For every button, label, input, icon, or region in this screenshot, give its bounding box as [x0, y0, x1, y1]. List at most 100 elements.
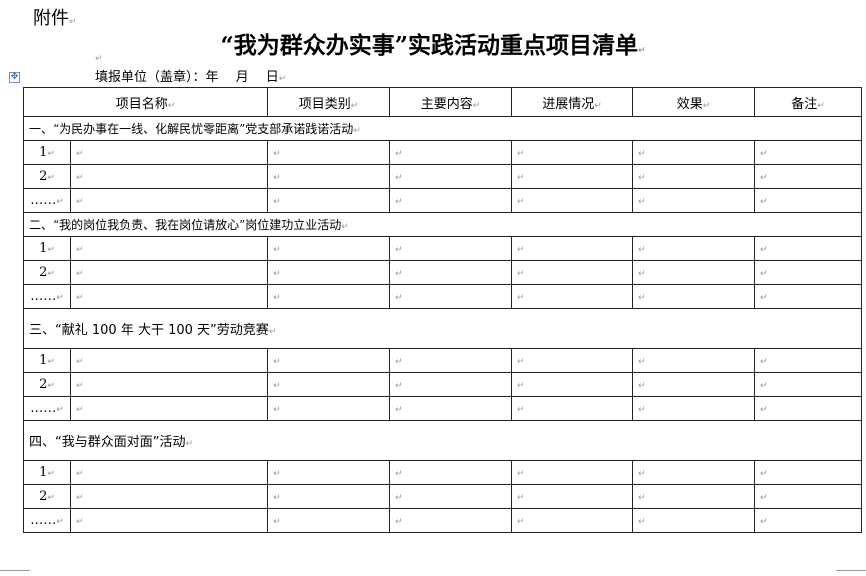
empty-cell[interactable]: ↵ — [389, 140, 512, 165]
column-header[interactable]: 备注↵ — [754, 87, 862, 117]
empty-cell[interactable]: ↵ — [511, 140, 633, 165]
empty-cell[interactable]: ↵ — [389, 396, 512, 421]
empty-cell[interactable]: ↵ — [754, 284, 862, 309]
empty-cell[interactable]: ↵ — [389, 236, 512, 261]
empty-cell[interactable]: ↵ — [632, 140, 755, 165]
empty-cell[interactable]: ↵ — [70, 164, 268, 189]
row-number-cell[interactable]: 1↵ — [23, 140, 71, 165]
empty-cell[interactable]: ↵ — [70, 236, 268, 261]
empty-cell[interactable]: ↵ — [70, 284, 268, 309]
empty-cell[interactable]: ↵ — [267, 372, 390, 397]
empty-cell[interactable]: ↵ — [632, 484, 755, 509]
empty-cell[interactable]: ↵ — [754, 348, 862, 373]
table-move-handle-icon[interactable]: ✥ — [9, 72, 20, 83]
empty-cell[interactable]: ↵ — [754, 260, 862, 285]
section-title-cell[interactable]: 二、“我的岗位我负责、我在岗位请放心”岗位建功立业活动↵ — [23, 212, 862, 237]
paragraph-mark: ↵ — [273, 381, 281, 391]
row-number-cell[interactable]: ……↵ — [23, 508, 71, 533]
empty-cell[interactable]: ↵ — [511, 284, 633, 309]
column-header[interactable]: 效果↵ — [632, 87, 755, 117]
empty-cell[interactable]: ↵ — [70, 460, 268, 485]
row-number-cell[interactable]: 2↵ — [23, 260, 71, 285]
empty-cell[interactable]: ↵ — [267, 236, 390, 261]
empty-cell[interactable]: ↵ — [70, 348, 268, 373]
empty-cell[interactable]: ↵ — [632, 348, 755, 373]
empty-cell[interactable]: ↵ — [389, 348, 512, 373]
paragraph-mark: ↵ — [517, 517, 525, 527]
empty-cell[interactable]: ↵ — [389, 260, 512, 285]
empty-cell[interactable]: ↵ — [267, 460, 390, 485]
row-number-cell[interactable]: ……↵ — [23, 188, 71, 213]
empty-cell[interactable]: ↵ — [70, 508, 268, 533]
empty-cell[interactable]: ↵ — [754, 460, 862, 485]
empty-cell[interactable]: ↵ — [70, 140, 268, 165]
empty-cell[interactable]: ↵ — [632, 284, 755, 309]
empty-cell[interactable]: ↵ — [389, 284, 512, 309]
empty-cell[interactable]: ↵ — [632, 260, 755, 285]
section-title-cell[interactable]: 三、“献礼 100 年 大干 100 天”劳动竞赛↵ — [23, 308, 862, 349]
paragraph-mark: ↵ — [76, 493, 84, 503]
empty-cell[interactable]: ↵ — [511, 372, 633, 397]
column-header[interactable]: 主要内容↵ — [389, 87, 512, 117]
empty-cell[interactable]: ↵ — [632, 372, 755, 397]
empty-cell[interactable]: ↵ — [267, 396, 390, 421]
empty-cell[interactable]: ↵ — [267, 164, 390, 189]
row-number-cell[interactable]: ……↵ — [23, 396, 71, 421]
empty-cell[interactable]: ↵ — [70, 396, 268, 421]
empty-cell[interactable]: ↵ — [70, 188, 268, 213]
empty-cell[interactable]: ↵ — [70, 484, 268, 509]
row-number-cell[interactable]: 2↵ — [23, 484, 71, 509]
reporting-unit-line[interactable]: 填报单位（盖章）：年 月 日↵ — [95, 70, 287, 85]
empty-cell[interactable]: ↵ — [632, 396, 755, 421]
row-number-cell[interactable]: 2↵ — [23, 164, 71, 189]
empty-cell[interactable]: ↵ — [389, 372, 512, 397]
paragraph-mark: ↵ — [56, 197, 64, 207]
row-number-cell[interactable]: 1↵ — [23, 460, 71, 485]
empty-cell[interactable]: ↵ — [511, 188, 633, 213]
empty-cell[interactable]: ↵ — [267, 348, 390, 373]
empty-cell[interactable]: ↵ — [267, 484, 390, 509]
empty-cell[interactable]: ↵ — [267, 140, 390, 165]
empty-cell[interactable]: ↵ — [754, 236, 862, 261]
empty-cell[interactable]: ↵ — [389, 460, 512, 485]
empty-cell[interactable]: ↵ — [267, 260, 390, 285]
empty-cell[interactable]: ↵ — [70, 372, 268, 397]
empty-cell[interactable]: ↵ — [511, 260, 633, 285]
column-header[interactable]: 进展情况↵ — [511, 87, 633, 117]
empty-cell[interactable]: ↵ — [511, 460, 633, 485]
column-header[interactable]: 项目名称↵ — [23, 87, 268, 117]
empty-cell[interactable]: ↵ — [267, 188, 390, 213]
row-number-cell[interactable]: 2↵ — [23, 372, 71, 397]
row-number-cell[interactable]: 1↵ — [23, 348, 71, 373]
empty-cell[interactable]: ↵ — [267, 284, 390, 309]
empty-cell[interactable]: ↵ — [511, 164, 633, 189]
empty-cell[interactable]: ↵ — [754, 396, 862, 421]
row-number-cell[interactable]: 1↵ — [23, 236, 71, 261]
empty-cell[interactable]: ↵ — [511, 236, 633, 261]
empty-cell[interactable]: ↵ — [754, 484, 862, 509]
empty-cell[interactable]: ↵ — [754, 372, 862, 397]
empty-cell[interactable]: ↵ — [70, 260, 268, 285]
empty-cell[interactable]: ↵ — [632, 164, 755, 189]
empty-cell[interactable]: ↵ — [632, 188, 755, 213]
section-title-cell[interactable]: 四、“我与群众面对面”活动↵ — [23, 420, 862, 461]
empty-cell[interactable]: ↵ — [511, 484, 633, 509]
empty-cell[interactable]: ↵ — [632, 508, 755, 533]
row-number-cell[interactable]: ……↵ — [23, 284, 71, 309]
empty-cell[interactable]: ↵ — [267, 508, 390, 533]
empty-cell[interactable]: ↵ — [389, 508, 512, 533]
empty-cell[interactable]: ↵ — [511, 348, 633, 373]
empty-cell[interactable]: ↵ — [511, 508, 633, 533]
empty-cell[interactable]: ↵ — [389, 164, 512, 189]
column-header[interactable]: 项目类别↵ — [267, 87, 390, 117]
empty-cell[interactable]: ↵ — [754, 164, 862, 189]
section-title-cell[interactable]: 一、“为民办事在一线、化解民忧零距离”党支部承诺践诺活动↵ — [23, 116, 862, 141]
empty-cell[interactable]: ↵ — [632, 460, 755, 485]
empty-cell[interactable]: ↵ — [632, 236, 755, 261]
empty-cell[interactable]: ↵ — [754, 140, 862, 165]
empty-cell[interactable]: ↵ — [754, 508, 862, 533]
empty-cell[interactable]: ↵ — [389, 188, 512, 213]
empty-cell[interactable]: ↵ — [754, 188, 862, 213]
empty-cell[interactable]: ↵ — [511, 396, 633, 421]
empty-cell[interactable]: ↵ — [389, 484, 512, 509]
